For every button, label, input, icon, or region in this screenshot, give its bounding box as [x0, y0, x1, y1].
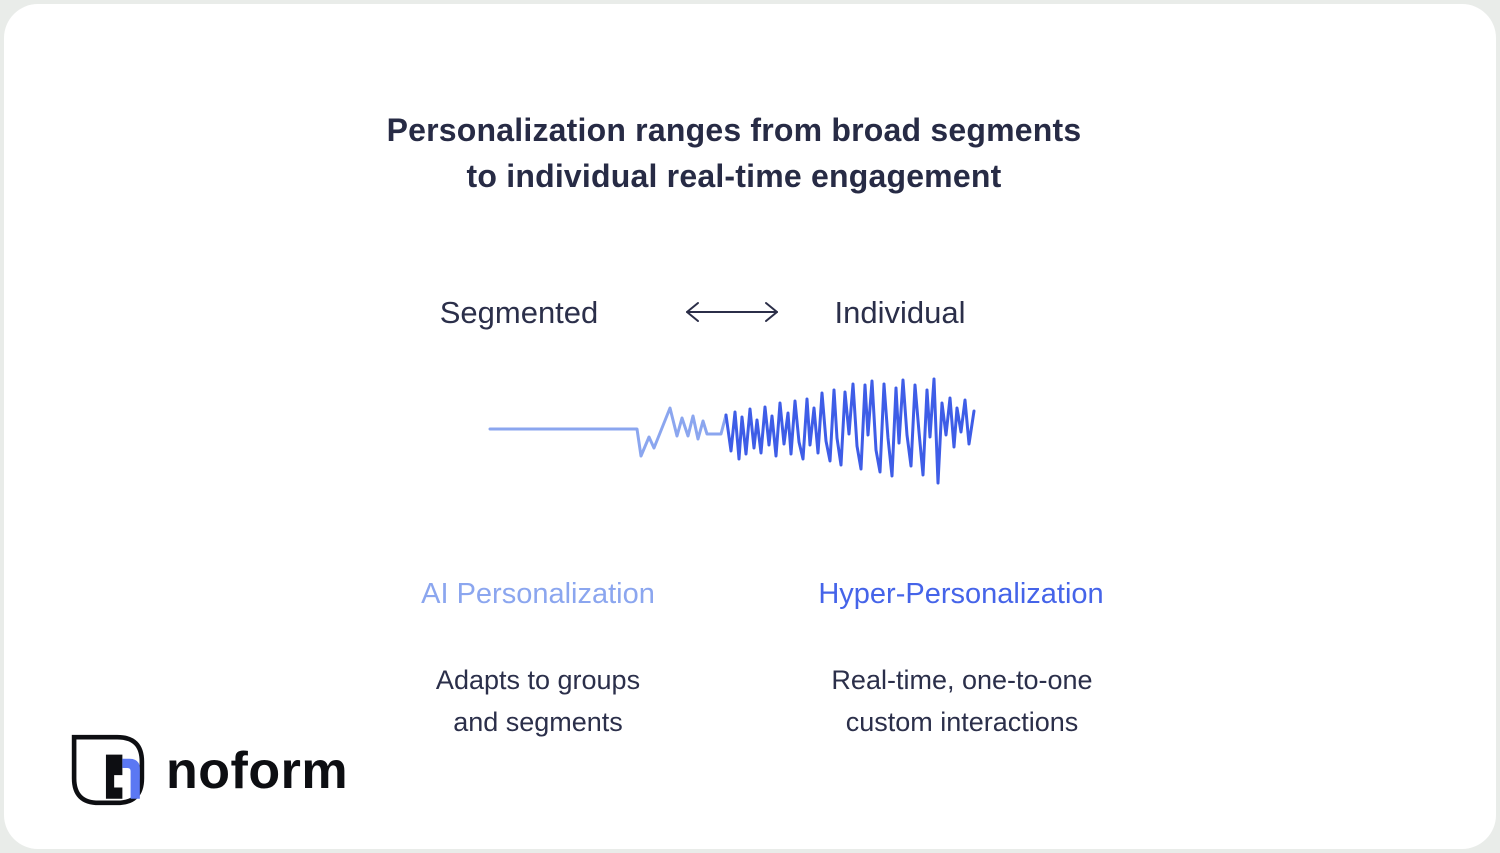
content-card: Personalization ranges from broad segmen… [4, 4, 1496, 849]
waveform-segmented-part [488, 406, 728, 458]
ai-personalization-label: AI Personalization [421, 578, 655, 610]
ai-description-line1: Adapts to groups [435, 665, 641, 695]
hyper-personalization-label: Hyper-Personalization [818, 578, 1104, 610]
ai-description-line2: and segments [453, 707, 623, 737]
page-title-line1: Personalization ranges from broad segmen… [386, 112, 1082, 148]
hyper-personalization-description: Real-time, one-to-one custom interaction… [831, 659, 1092, 743]
spectrum-right-label: Individual [834, 295, 966, 330]
noform-logo-icon [70, 733, 146, 807]
ai-personalization-description: Adapts to groups and segments [436, 659, 640, 743]
waveform-individual-part [724, 377, 976, 485]
hyper-description-line1: Real-time, one-to-one [831, 665, 1093, 695]
left-right-arrow-icon [684, 300, 780, 324]
noform-logo: noform [70, 732, 410, 812]
spectrum-left-label: Segmented [439, 295, 599, 330]
hyper-description-line2: custom interactions [845, 707, 1079, 737]
page-title-line2: to individual real-time engagement [466, 158, 1002, 194]
noform-logo-text: noform [166, 742, 349, 800]
page-title: Personalization ranges from broad segmen… [284, 107, 1184, 199]
personalization-waveform [484, 369, 980, 491]
